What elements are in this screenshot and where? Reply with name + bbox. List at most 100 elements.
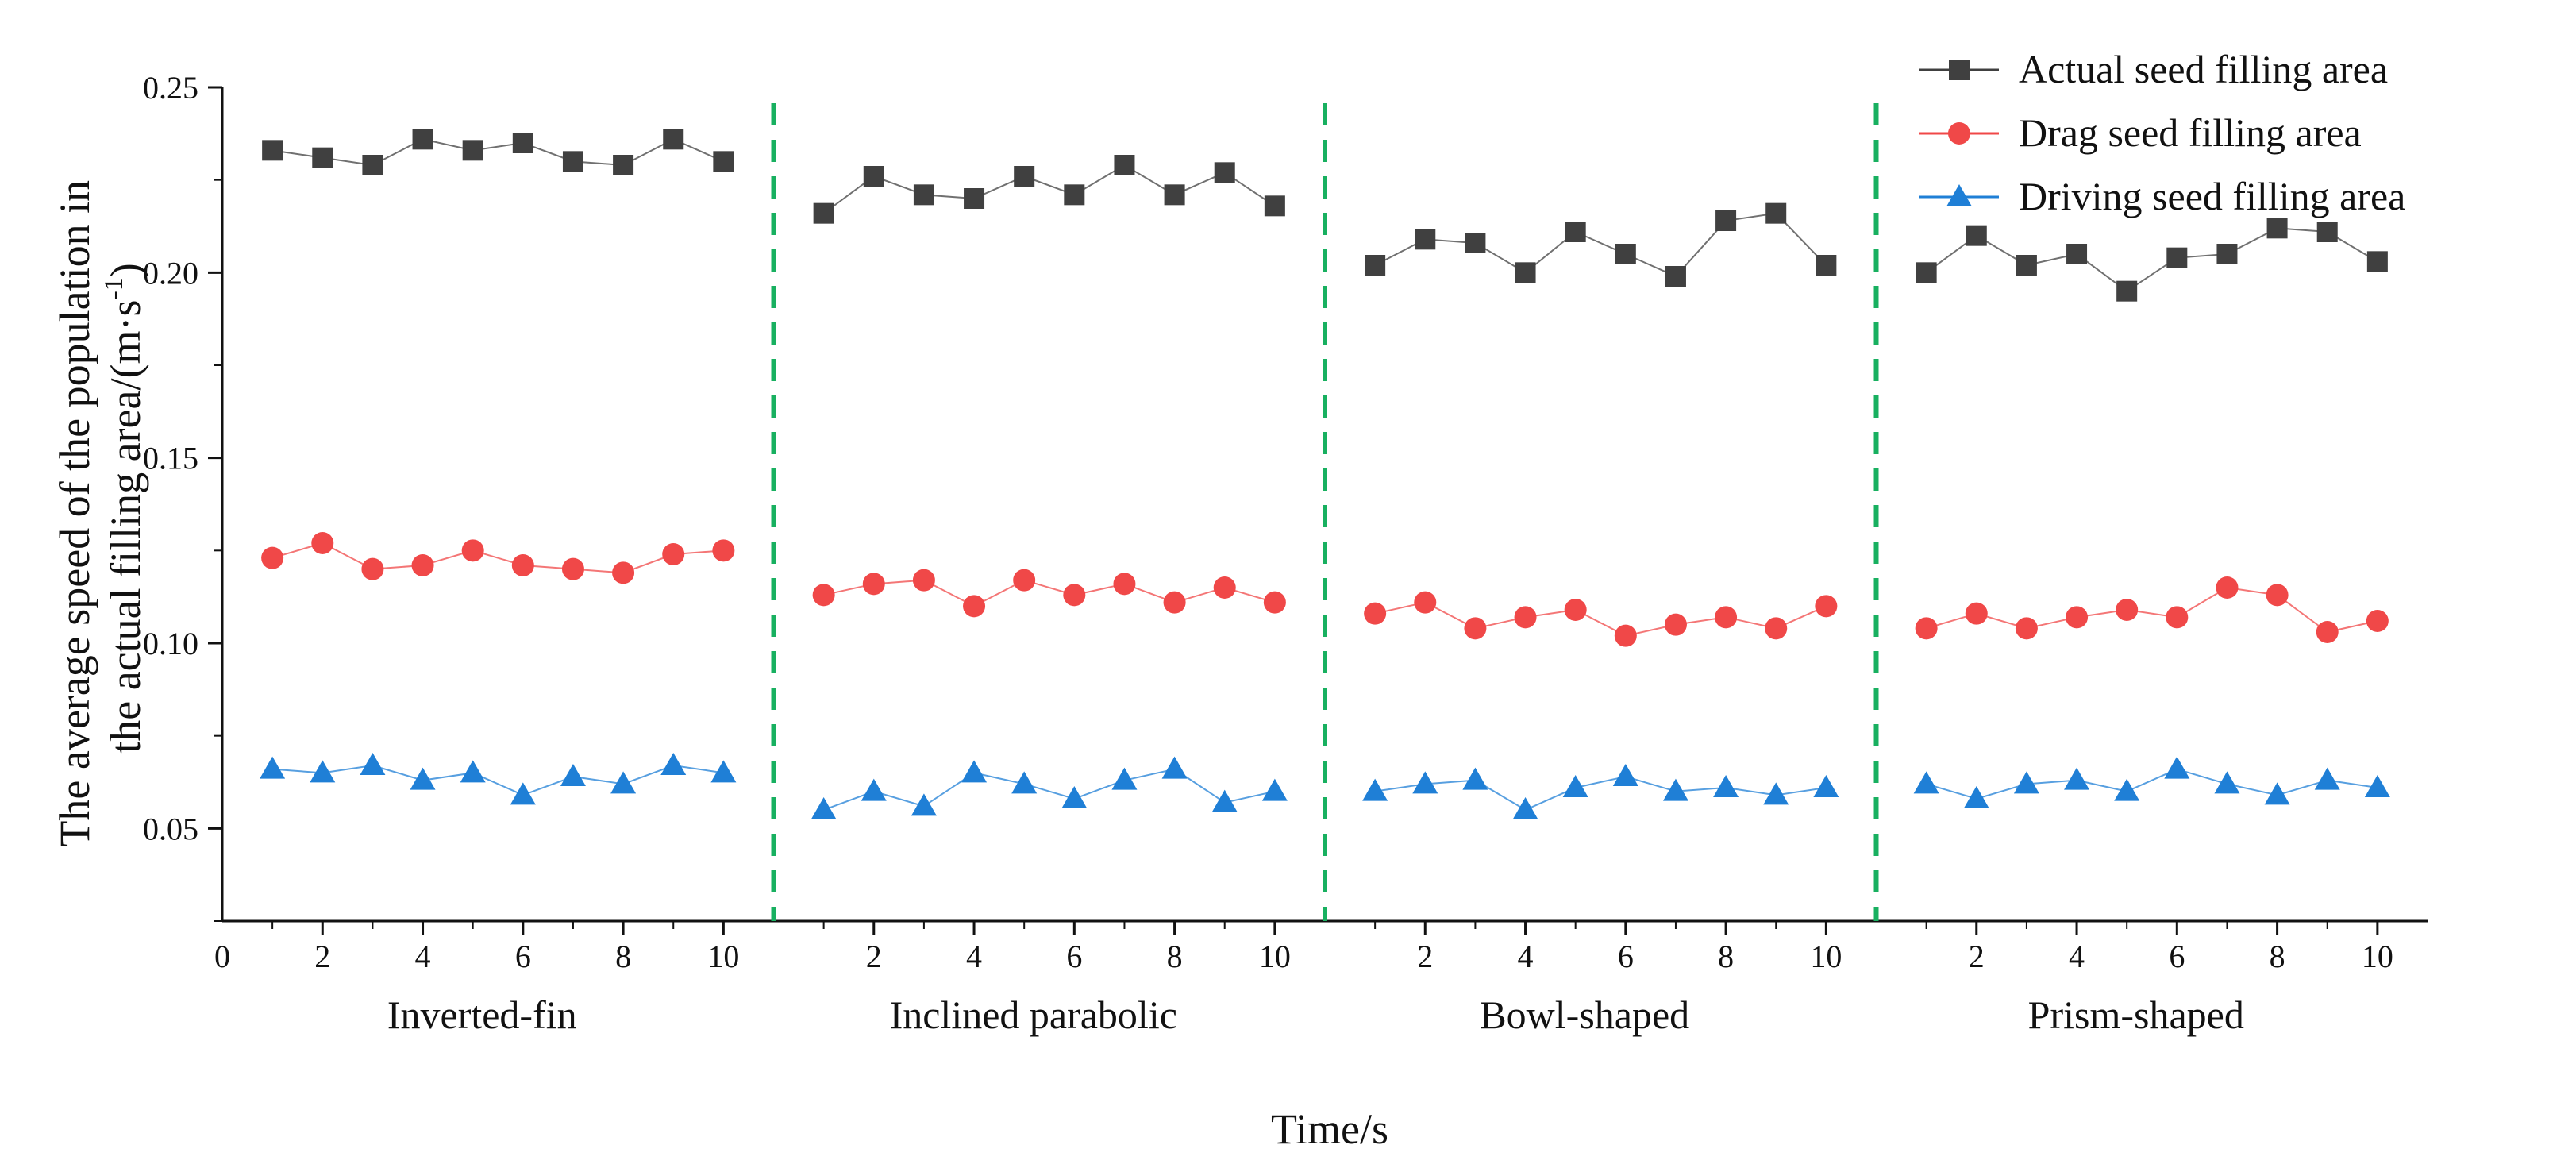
data-point <box>510 782 536 805</box>
data-point <box>2266 584 2289 607</box>
legend-label: Driving seed filling area <box>2019 174 2405 218</box>
series-line <box>1926 768 2378 800</box>
data-point <box>1765 202 1787 224</box>
x-tick-label: 8 <box>615 939 631 974</box>
y-tick-label: 0.05 <box>143 811 198 846</box>
series-line <box>1374 601 1827 637</box>
data-point <box>1014 166 1035 187</box>
x-tick-label: 10 <box>1810 939 1842 974</box>
data-point <box>964 188 985 209</box>
data-point <box>1565 222 1586 242</box>
series-line <box>1926 227 2378 292</box>
data-point <box>1362 778 1388 801</box>
data-point <box>1414 591 1437 614</box>
data-point <box>1965 602 1988 625</box>
series-line <box>823 164 1276 214</box>
group-label-prism-shaped: Prism-shaped <box>2028 993 2244 1037</box>
data-point <box>1364 602 1387 625</box>
x-tick-label: 4 <box>2069 939 2085 974</box>
data-point <box>662 543 685 565</box>
data-point <box>1915 617 1938 640</box>
y-axis-title-line2: the actual filling area/(m·s-1) <box>99 263 149 754</box>
data-point <box>2316 222 2338 242</box>
data-point <box>1765 617 1788 640</box>
x-tick-label: 2 <box>314 939 330 974</box>
data-point <box>412 129 433 150</box>
data-point <box>2214 771 2240 794</box>
series-line <box>271 542 724 574</box>
data-point <box>1816 255 1837 276</box>
data-point <box>1111 767 1138 790</box>
y-axis-title-line1: The average speed of the population in <box>51 180 98 847</box>
data-point <box>1462 767 1488 790</box>
data-point <box>861 778 887 801</box>
group-label-inverted-fin: Inverted-fin <box>387 993 577 1037</box>
data-point <box>1966 225 1987 246</box>
legend: Actual seed filling area Drag seed fillin… <box>1919 47 2405 218</box>
data-point <box>1515 262 1536 283</box>
data-point <box>1664 613 1687 636</box>
data-point <box>912 569 935 592</box>
data-point <box>1662 778 1688 801</box>
data-point <box>2116 280 2138 302</box>
axes: 0.05 0.10 0.15 0.20 0.25 0 2 4 6 8 10 Inverted-fin 2… <box>143 70 2428 1037</box>
data-point <box>1813 775 1839 797</box>
x-tick-label: 6 <box>1066 939 1082 974</box>
data-point <box>1564 599 1587 621</box>
axis-labels: Time/s The average speed of the populati… <box>51 180 1388 1153</box>
x-tick-label: 10 <box>707 939 739 974</box>
legend-label: Drag seed filling area <box>2019 110 2362 155</box>
x-origin-label: 0 <box>214 939 230 974</box>
group-label-bowl-shaped: Bowl-shaped <box>1480 993 1689 1037</box>
y-tick-label: 0.20 <box>143 255 198 291</box>
data-point <box>1763 782 1789 805</box>
data-point <box>1615 244 1636 264</box>
data-point <box>1415 229 1436 250</box>
data-point <box>2366 251 2388 272</box>
series-line <box>271 138 724 167</box>
data-point <box>310 760 336 783</box>
x-tick-label: 2 <box>1969 939 1985 974</box>
data-point <box>512 133 533 153</box>
series-line <box>1374 775 1827 812</box>
data-point <box>1614 624 1637 647</box>
data-point <box>2216 576 2239 599</box>
data-point <box>1464 617 1487 640</box>
data-point <box>462 140 483 161</box>
data-point <box>411 554 434 576</box>
data-point <box>610 771 637 794</box>
data-point <box>613 155 634 175</box>
data-point <box>710 760 737 783</box>
data-point <box>260 756 286 779</box>
data-point <box>1916 262 1937 283</box>
data-point <box>712 539 735 562</box>
data-point <box>1213 576 1236 599</box>
x-tick-label: 8 <box>1167 939 1183 974</box>
y-tick-label: 0.10 <box>143 626 198 661</box>
data-point <box>560 764 586 786</box>
y-axis-title-close: ) <box>102 263 149 277</box>
y-axis-title-line2-text: the actual filling area/(m·s <box>102 300 149 754</box>
data-point <box>1913 771 1939 794</box>
data-point <box>2066 606 2089 629</box>
data-point <box>2016 255 2037 276</box>
x-tick-label: 2 <box>866 939 882 974</box>
y-tick-label: 0.25 <box>143 70 198 106</box>
data-point <box>1061 786 1088 808</box>
legend-marker <box>1949 60 1970 80</box>
x-tick-label: 6 <box>2169 939 2185 974</box>
data-point <box>2114 778 2140 801</box>
data-point <box>2216 244 2238 264</box>
data-point <box>863 166 884 187</box>
data-point <box>1612 764 1638 786</box>
series-line <box>823 579 1276 607</box>
x-tick-label: 6 <box>515 939 531 974</box>
data-point <box>913 184 934 206</box>
data-point <box>261 546 284 569</box>
data-point <box>1715 606 1738 629</box>
data-point <box>963 595 986 618</box>
legend-marker <box>1946 184 1972 206</box>
series-3 <box>260 753 2390 819</box>
data-point <box>511 554 534 576</box>
series-line <box>1926 586 2378 634</box>
